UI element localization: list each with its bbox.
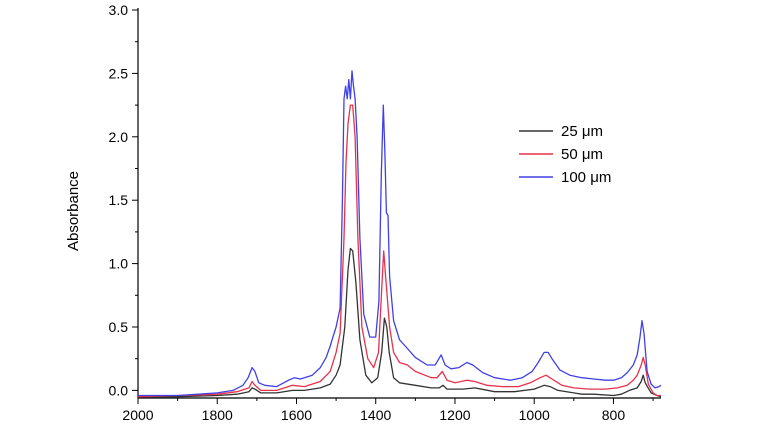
y-tick-label: 0.5 <box>109 319 129 335</box>
x-axis-ticks: 2000 1800 1600 1400 1200 1000 800 <box>122 398 654 423</box>
y-tick-label: 0.0 <box>109 382 129 398</box>
x-tick-label: 1600 <box>281 407 312 423</box>
x-tick-label: 2000 <box>122 407 153 423</box>
legend-label: 50 μm <box>561 146 603 163</box>
legend-label: 25 μm <box>561 123 603 140</box>
series-line-2 <box>137 104 661 398</box>
series-layer <box>137 70 662 398</box>
x-tick-label: 1200 <box>439 407 470 423</box>
y-tick-label: 3.0 <box>109 2 129 18</box>
legend-label: 100 μm <box>561 169 611 186</box>
y-tick-label: 1.5 <box>109 192 129 208</box>
series-line-1 <box>138 247 662 398</box>
x-tick-label: 800 <box>602 407 626 423</box>
x-tick-label: 1400 <box>360 407 391 423</box>
y-axis-ticks: 0.0 0.5 1.0 1.5 2.0 2.5 3.0 <box>109 2 138 398</box>
y-tick-label: 2.5 <box>109 65 129 81</box>
axes: 0.0 0.5 1.0 1.5 2.0 2.5 3.0 2000 1800 1600 1400 12… <box>109 2 661 423</box>
series-line-3 <box>138 70 662 397</box>
legend: 25 μm 50 μm 100 μm <box>519 123 611 186</box>
x-tick-label: 1800 <box>202 407 233 423</box>
y-axis-title: Absorbance <box>65 171 82 251</box>
x-tick-label: 1000 <box>519 407 550 423</box>
y-tick-label: 2.0 <box>109 129 129 145</box>
y-tick-label: 1.0 <box>109 256 129 272</box>
